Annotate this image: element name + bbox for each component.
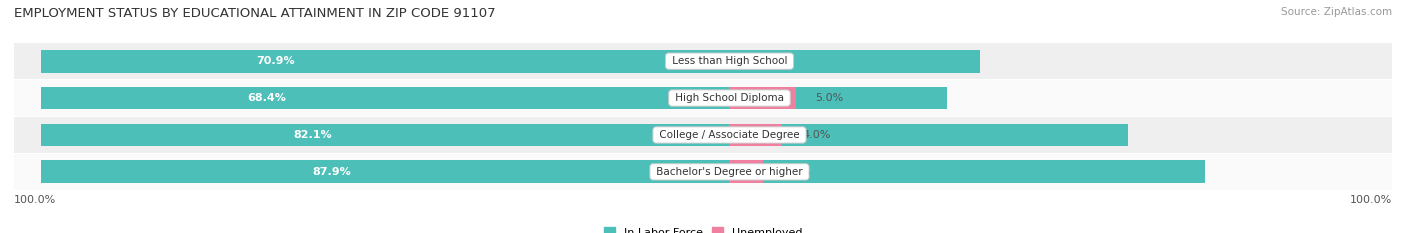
Bar: [730, 161, 762, 183]
Text: 4.0%: 4.0%: [803, 130, 831, 140]
Text: EMPLOYMENT STATUS BY EDUCATIONAL ATTAINMENT IN ZIP CODE 91107: EMPLOYMENT STATUS BY EDUCATIONAL ATTAINM…: [14, 7, 496, 20]
Bar: [14, 80, 1392, 116]
Text: Less than High School: Less than High School: [669, 56, 790, 66]
Bar: [14, 43, 1392, 79]
Text: 100.0%: 100.0%: [14, 195, 56, 206]
Text: 82.1%: 82.1%: [294, 130, 332, 140]
Bar: [41, 50, 980, 72]
Legend: In Labor Force, Unemployed: In Labor Force, Unemployed: [599, 223, 807, 233]
Bar: [41, 87, 946, 110]
Text: 100.0%: 100.0%: [1350, 195, 1392, 206]
Text: College / Associate Degree: College / Associate Degree: [657, 130, 803, 140]
Bar: [730, 123, 783, 146]
Text: 87.9%: 87.9%: [312, 167, 352, 177]
Text: Bachelor's Degree or higher: Bachelor's Degree or higher: [652, 167, 806, 177]
Text: 68.4%: 68.4%: [247, 93, 287, 103]
Text: 2.5%: 2.5%: [783, 167, 811, 177]
Text: Source: ZipAtlas.com: Source: ZipAtlas.com: [1281, 7, 1392, 17]
Text: High School Diploma: High School Diploma: [672, 93, 787, 103]
Bar: [730, 87, 796, 110]
Bar: [41, 123, 1128, 146]
Text: 70.9%: 70.9%: [256, 56, 295, 66]
Bar: [14, 117, 1392, 153]
Text: 0.0%: 0.0%: [749, 56, 778, 66]
Text: 5.0%: 5.0%: [815, 93, 844, 103]
Bar: [41, 161, 1205, 183]
Bar: [14, 154, 1392, 190]
